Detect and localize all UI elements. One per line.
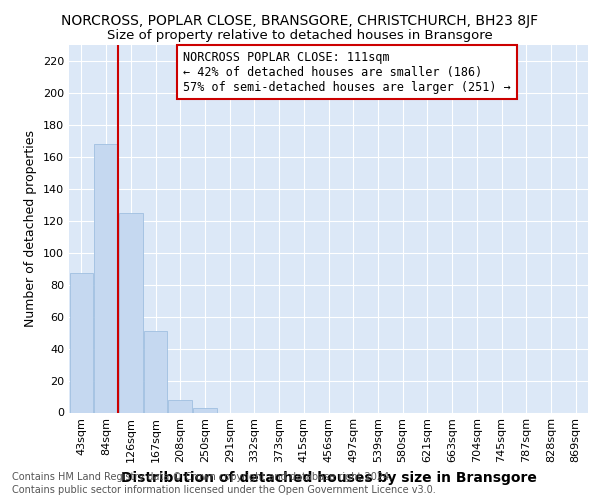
- Text: NORCROSS, POPLAR CLOSE, BRANSGORE, CHRISTCHURCH, BH23 8JF: NORCROSS, POPLAR CLOSE, BRANSGORE, CHRIS…: [61, 14, 539, 28]
- Bar: [94, 144, 118, 412]
- Y-axis label: Number of detached properties: Number of detached properties: [25, 130, 37, 327]
- X-axis label: Distribution of detached houses by size in Bransgore: Distribution of detached houses by size …: [121, 471, 536, 485]
- Bar: [144, 331, 167, 412]
- Bar: [70, 274, 93, 412]
- Text: Size of property relative to detached houses in Bransgore: Size of property relative to detached ho…: [107, 29, 493, 42]
- Text: Contains public sector information licensed under the Open Government Licence v3: Contains public sector information licen…: [12, 485, 436, 495]
- Text: Contains HM Land Registry data © Crown copyright and database right 2024.: Contains HM Land Registry data © Crown c…: [12, 472, 392, 482]
- Bar: [119, 213, 143, 412]
- Bar: [193, 408, 217, 412]
- Text: NORCROSS POPLAR CLOSE: 111sqm
← 42% of detached houses are smaller (186)
57% of : NORCROSS POPLAR CLOSE: 111sqm ← 42% of d…: [183, 50, 511, 94]
- Bar: [169, 400, 192, 412]
